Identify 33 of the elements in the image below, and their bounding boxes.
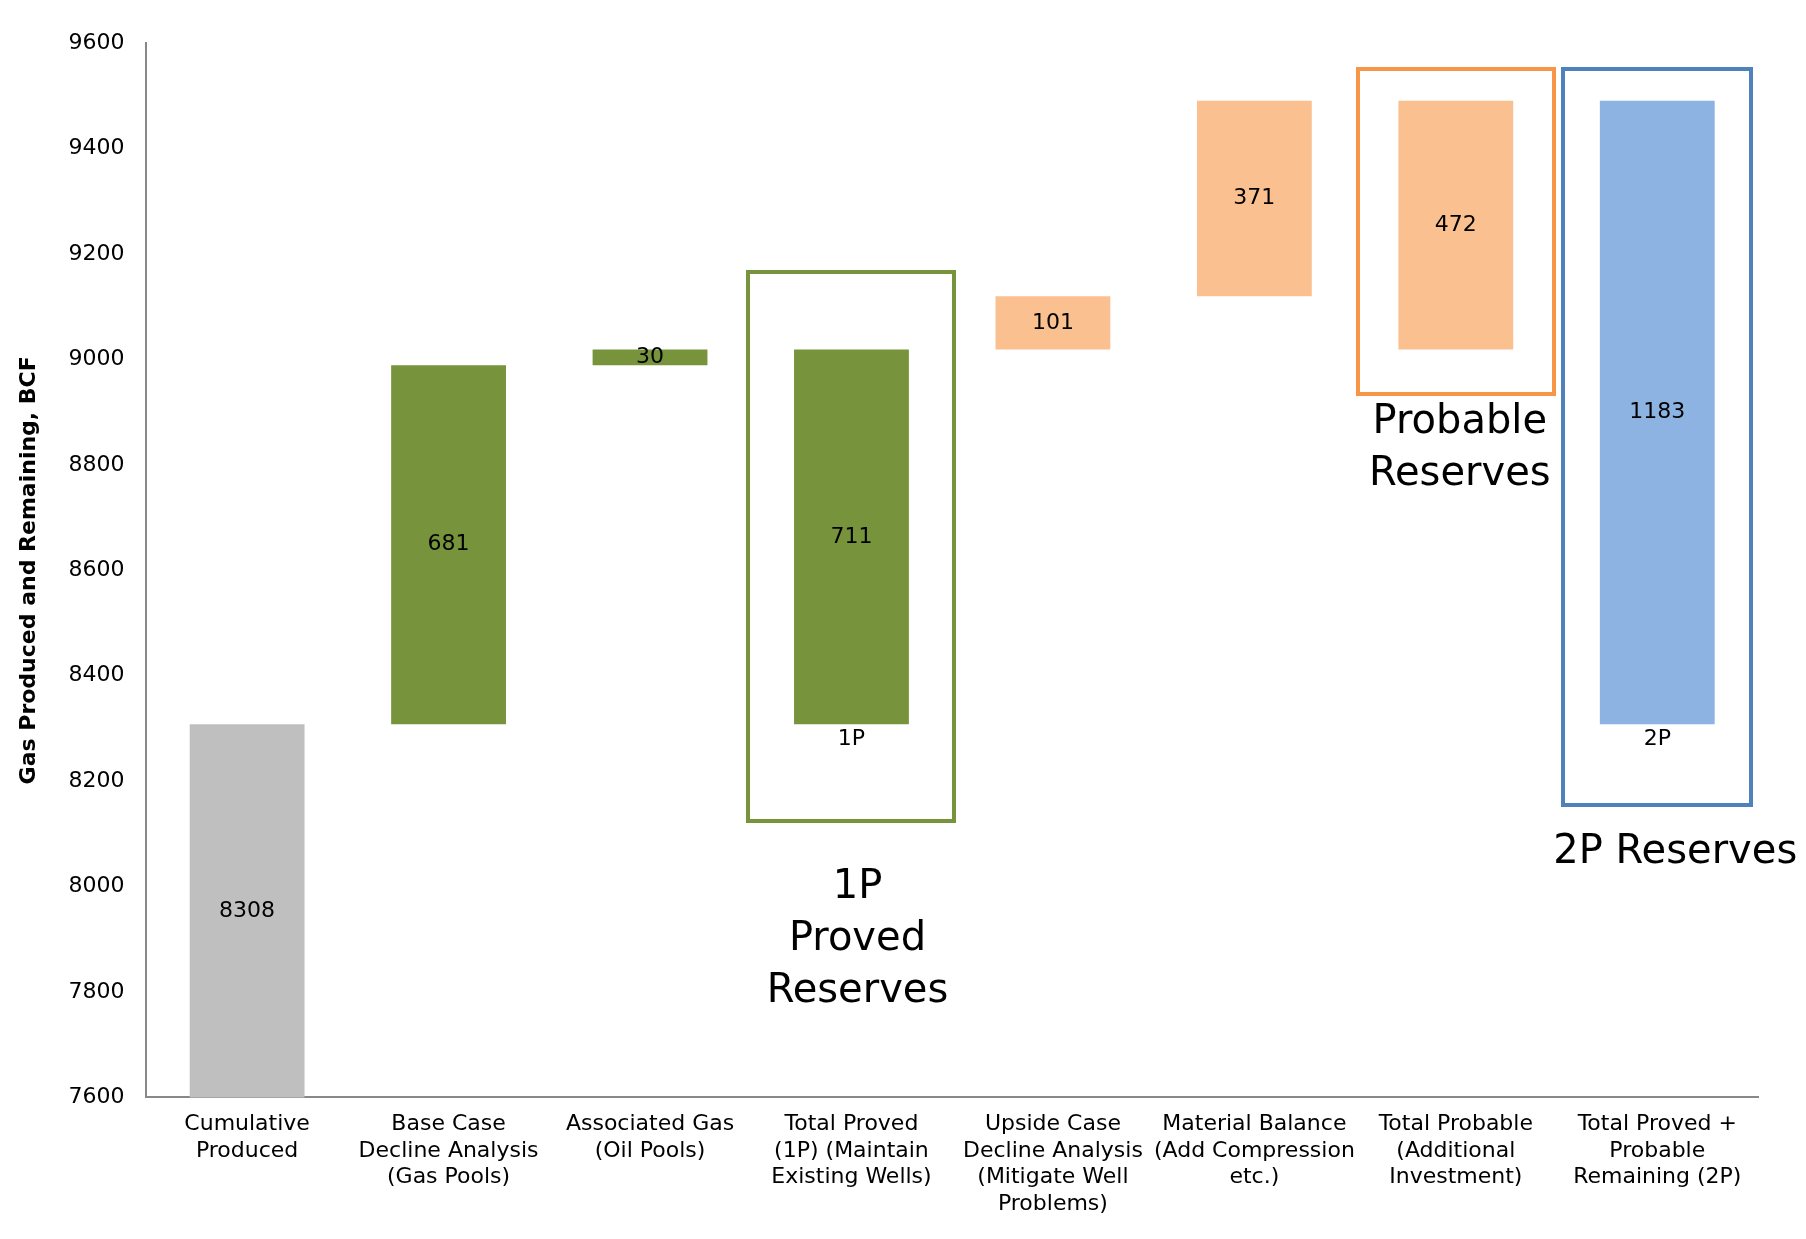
y-tick-label: 8000 — [68, 872, 125, 898]
y-tick-label: 7600 — [68, 1083, 125, 1109]
x-tick-label: Total Proved (1P) (Maintain Existing Wells) — [771, 1110, 932, 1189]
annotation: 1P Proved Reserves — [766, 860, 949, 1011]
y-tick-label: 7800 — [68, 977, 125, 1003]
y-tick-label: 8400 — [68, 661, 125, 687]
y-tick-label: 8800 — [68, 450, 125, 476]
y-tick-label: 9600 — [68, 28, 125, 54]
data-label: 371 — [1233, 184, 1276, 210]
y-tick-label: 8200 — [68, 766, 125, 792]
y-tick-label: 8600 — [68, 556, 125, 582]
x-tick-label: Material Balance (Add Compression etc.) — [1153, 1110, 1355, 1189]
data-label: 472 — [1434, 210, 1477, 236]
x-tick-label: Total Probable (Additional Investment) — [1377, 1110, 1533, 1189]
x-tick-label: Upside Case Decline Analysis (Mitigate Well Problems) — [962, 1110, 1143, 1215]
x-tick-label: Total Proved + Probable Remaining (2P) — [1573, 1110, 1742, 1189]
data-label: 8308 — [219, 896, 276, 922]
annotation: 2P Reserves — [1553, 825, 1798, 872]
data-label: 1183 — [1629, 398, 1686, 424]
data-label: 101 — [1031, 308, 1074, 334]
annotation: Probable Reserves — [1369, 396, 1551, 495]
y-tick-label: 9400 — [68, 134, 125, 160]
y-tick-label: 9200 — [68, 239, 125, 265]
data-label: 711 — [830, 522, 873, 548]
x-tick-label: Associated Gas (Oil Pools) — [565, 1110, 735, 1162]
x-tick-label: Cumulative Produced — [184, 1110, 310, 1162]
annotation: 2P — [1643, 724, 1671, 750]
y-tick-label: 9000 — [68, 345, 125, 371]
data-label: 681 — [427, 530, 470, 556]
x-tick-label: Base Case Decline Analysis (Gas Pools) — [358, 1110, 539, 1189]
y-axis-title: Gas Produced and Remaining, BCF — [14, 356, 40, 785]
annotation: 1P — [837, 724, 866, 750]
data-label: 30 — [636, 343, 665, 369]
